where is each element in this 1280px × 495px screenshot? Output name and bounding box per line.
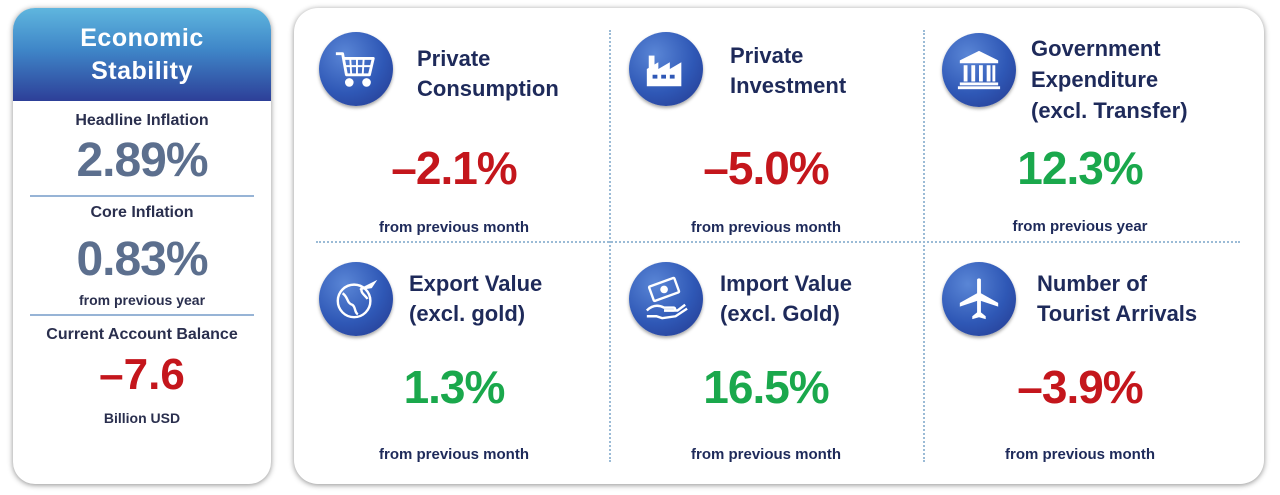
panel-title-line1: Economic (80, 23, 204, 52)
import-value-card: Import Value (excl. Gold) 16.5% from pre… (611, 245, 921, 475)
card-note: from previous month (378, 446, 529, 463)
card-value: 1.3% (403, 361, 506, 413)
airplane-icon (942, 262, 1016, 336)
column-divider (923, 30, 925, 462)
card-note: from previous month (1004, 446, 1155, 463)
card-note: from previous year (1012, 218, 1148, 235)
card-title: Private Consumption (417, 46, 559, 101)
card-title: Private Investment (730, 43, 847, 98)
government-expenditure-card: Government Expenditure (excl. Transfer) … (925, 8, 1235, 238)
divider (30, 195, 254, 197)
card-note: from previous month (690, 219, 841, 236)
card-title: Import Value (excl. Gold) (720, 271, 853, 326)
economic-stability-panel: Economic Stability Headline Inflation 2.… (13, 8, 271, 484)
shopping-cart-icon (319, 32, 393, 106)
card-value: –3.9% (1017, 361, 1143, 413)
card-title: Government Expenditure (excl. Transfer) (1031, 36, 1188, 123)
card-note: from previous month (690, 446, 841, 463)
money-hand-icon (629, 262, 703, 336)
card-value: –2.1% (391, 142, 517, 194)
divider (30, 314, 254, 316)
panel-header: Economic Stability (13, 8, 271, 101)
headline-inflation-label: Headline Inflation (75, 112, 209, 129)
current-account-unit: Billion USD (103, 410, 181, 426)
factory-icon (629, 32, 703, 106)
column-divider (609, 30, 611, 462)
card-value: –5.0% (703, 142, 829, 194)
panel-title-line2: Stability (91, 56, 193, 85)
card-value: 12.3% (1017, 142, 1143, 194)
private-investment-card: Private Investment –5.0% from previous m… (611, 8, 921, 238)
government-building-icon (942, 33, 1016, 107)
current-account-label: Current Account Balance (46, 326, 238, 343)
indicators-panel: Private Consumption –2.1% from previous … (294, 8, 1264, 484)
private-consumption-card: Private Consumption –2.1% from previous … (299, 8, 609, 238)
card-title: Export Value (excl. gold) (409, 271, 543, 326)
globe-plane-icon (319, 262, 393, 336)
core-inflation-note: from previous year (78, 292, 206, 308)
core-inflation-value: 0.83% (76, 233, 208, 286)
export-value-card: Export Value (excl. gold) 1.3% from prev… (299, 245, 609, 475)
row-divider (316, 241, 1240, 243)
card-note: from previous month (378, 219, 529, 236)
card-value: 16.5% (703, 361, 829, 413)
tourist-arrivals-card: Number of Tourist Arrivals –3.9% from pr… (925, 245, 1235, 475)
headline-inflation-value: 2.89% (76, 134, 208, 187)
current-account-value: –7.6 (99, 350, 185, 399)
card-title: Number of Tourist Arrivals (1037, 271, 1198, 326)
core-inflation-label: Core Inflation (90, 204, 194, 221)
